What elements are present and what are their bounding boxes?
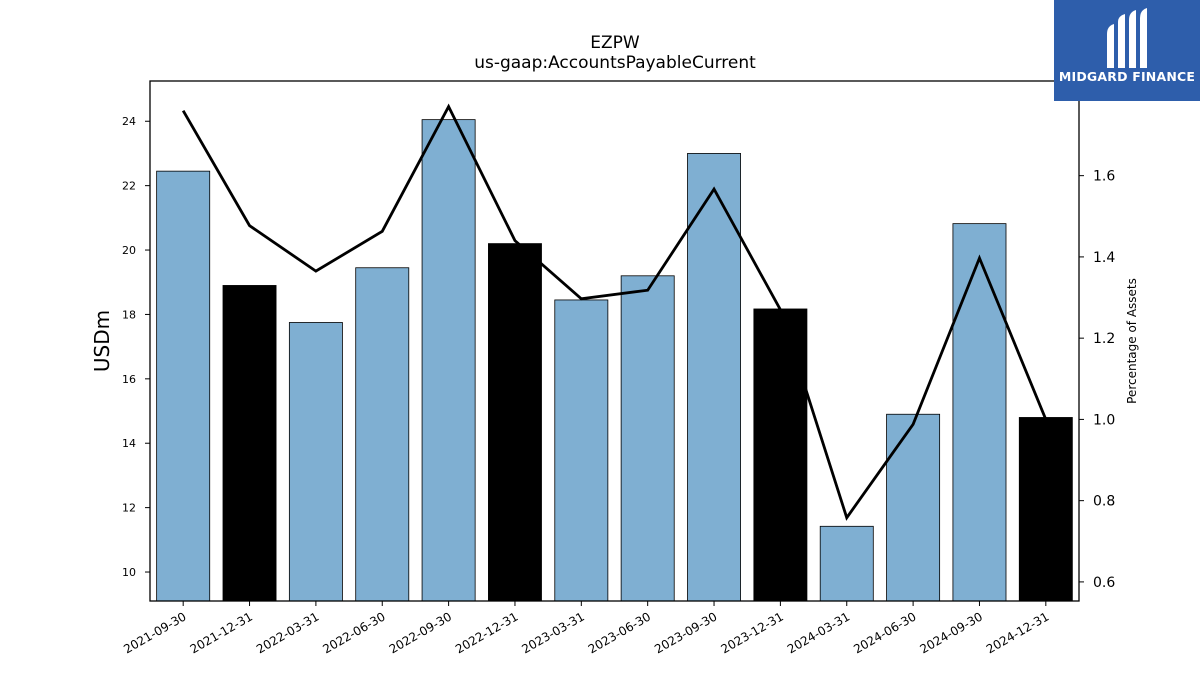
x-tick-label: 2024-03-31 xyxy=(785,609,852,656)
bar xyxy=(488,243,542,602)
y-tick-label: 14 xyxy=(122,437,136,450)
bar xyxy=(355,267,410,602)
bar xyxy=(222,285,277,602)
y2-tick-label: 0.6 xyxy=(1093,575,1115,591)
y-tick-label: 20 xyxy=(122,244,136,257)
x-tick-label: 2021-09-30 xyxy=(121,609,188,656)
x-tick-label: 2022-03-31 xyxy=(254,609,321,656)
x-tick-label: 2023-09-30 xyxy=(652,609,719,656)
y2-tick-label: 0.8 xyxy=(1093,494,1115,510)
x-tick-label: 2022-06-30 xyxy=(320,609,387,656)
y2-tick-label: 1.2 xyxy=(1093,331,1115,347)
bar xyxy=(952,223,1007,602)
x-tick-label: 2024-09-30 xyxy=(918,609,985,656)
y-tick-label: 24 xyxy=(122,115,136,128)
logo-text: MIDGARD FINANCE xyxy=(1058,69,1196,84)
chart-title: EZPW xyxy=(590,33,640,53)
bar xyxy=(1018,417,1073,602)
y-tick-label: 12 xyxy=(122,502,136,515)
y-tick-label: 18 xyxy=(122,308,136,321)
y2-tick-label: 1.0 xyxy=(1093,412,1115,428)
y-axis-label: USDm xyxy=(90,310,114,372)
y2-tick-label: 1.6 xyxy=(1093,169,1115,185)
bar xyxy=(687,153,741,602)
bar xyxy=(620,275,675,602)
y2-axis-label: Percentage of Assets xyxy=(1125,278,1139,404)
plot-frame xyxy=(149,80,1080,602)
x-tick-label: 2023-12-31 xyxy=(718,609,785,656)
bar xyxy=(554,299,609,602)
x-tick-label: 2021-12-31 xyxy=(188,609,255,656)
x-tick-label: 2022-09-30 xyxy=(387,609,454,656)
y-tick-label: 16 xyxy=(122,373,136,386)
percentage-line xyxy=(181,103,1048,521)
y-tick-label: 10 xyxy=(122,566,136,579)
y2-tick-label: 1.4 xyxy=(1093,250,1115,266)
x-tick-label: 2024-06-30 xyxy=(851,609,918,656)
bar xyxy=(421,119,476,602)
chart-subtitle: us-gaap:AccountsPayableCurrent xyxy=(474,53,756,73)
x-tick-label: 2023-03-31 xyxy=(519,609,586,656)
bar xyxy=(288,322,343,602)
brand-logo: MIDGARD FINANCE xyxy=(1054,0,1200,101)
y-tick-label: 22 xyxy=(122,180,136,193)
x-tick-label: 2022-12-31 xyxy=(453,609,520,656)
x-tick-label: 2023-06-30 xyxy=(586,609,653,656)
bar xyxy=(156,170,211,602)
bar xyxy=(753,308,808,602)
bar xyxy=(819,525,874,602)
bar xyxy=(886,413,941,602)
x-tick-label: 2024-12-31 xyxy=(984,609,1051,656)
logo-mark-icon xyxy=(1107,8,1147,68)
